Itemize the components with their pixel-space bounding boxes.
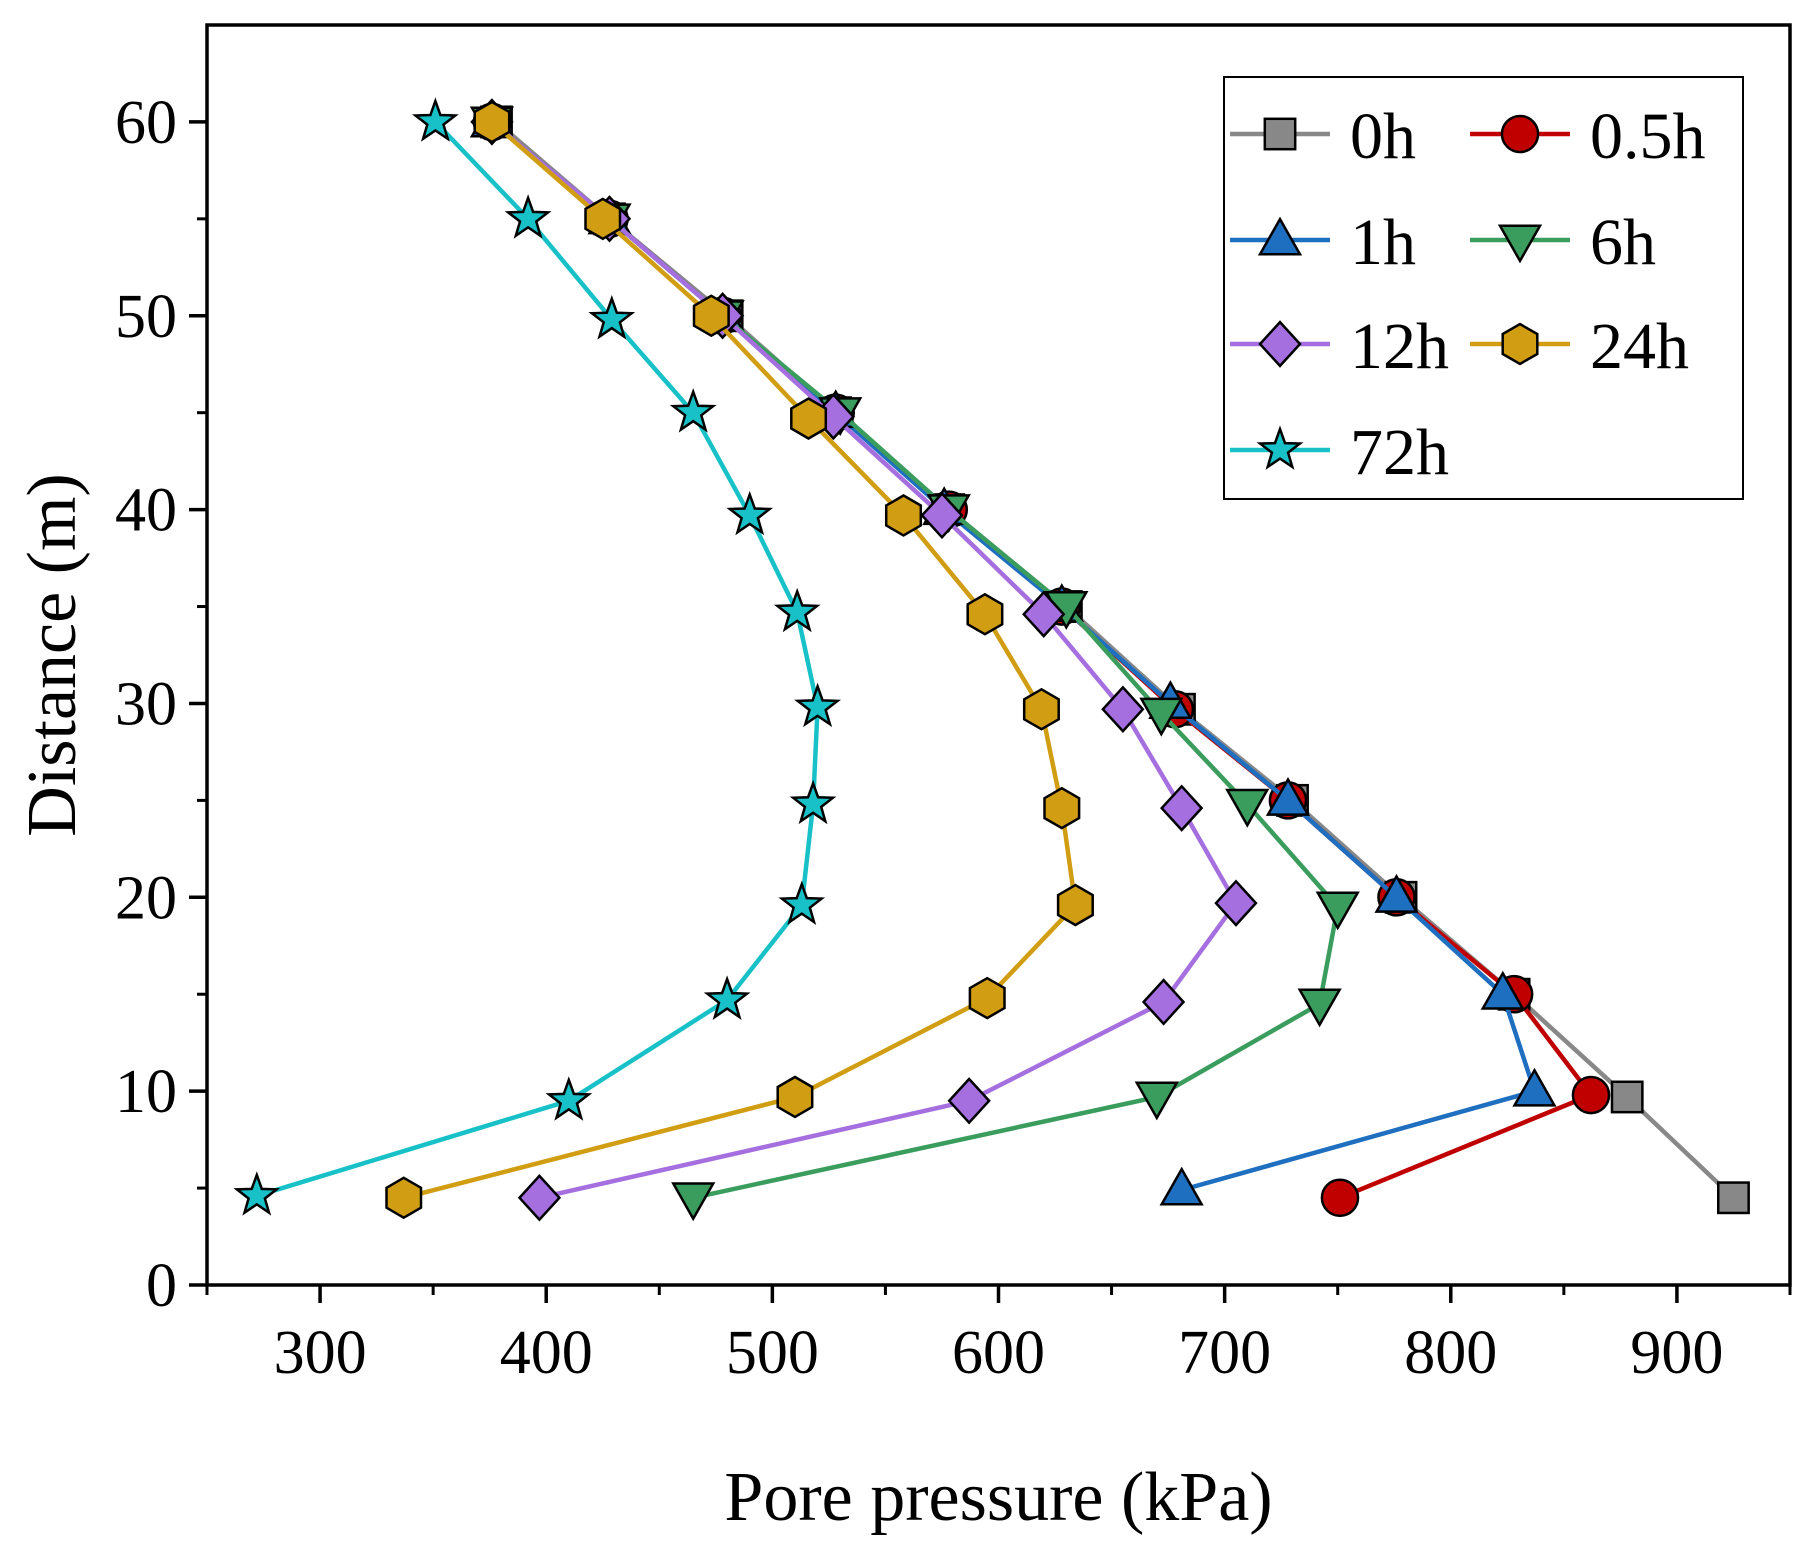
data-point-24h-9 <box>692 294 730 338</box>
data-point-24h-2 <box>968 976 1006 1020</box>
data-point-24h-10 <box>584 197 622 241</box>
data-point-24h-7 <box>884 494 923 537</box>
series-24h <box>385 100 1094 1220</box>
series-12h <box>470 98 1258 1222</box>
legend-label-0h: 0h <box>1350 100 1416 173</box>
data-point-12h-1 <box>947 1077 991 1125</box>
data-point-6h-0 <box>671 1182 716 1222</box>
data-point-24h-4 <box>1043 786 1081 830</box>
plot-frame <box>205 23 1792 1287</box>
legend-marker-1h <box>1257 216 1303 256</box>
y-tick-label-0: 0 <box>146 1252 177 1320</box>
data-point-24h-5 <box>1022 687 1060 731</box>
data-point-72h-1 <box>545 1076 593 1121</box>
legend-marker-0h <box>1263 117 1297 151</box>
legend-label-72h: 72h <box>1350 416 1449 489</box>
data-point-6h-4 <box>1225 788 1270 828</box>
data-point-0h-1 <box>1610 1080 1644 1114</box>
y-axis-title: Distance (m) <box>14 473 91 836</box>
data-point-12h-5 <box>1101 685 1145 733</box>
data-point-0h-0 <box>1717 1181 1750 1215</box>
legend-item-1h: 1h <box>1230 206 1416 279</box>
data-point-72h-6 <box>773 587 821 633</box>
data-point-24h-11 <box>473 100 511 144</box>
legend-item-0h: 0h <box>1230 100 1416 173</box>
series-72h <box>233 97 842 1216</box>
y-tick-label-40: 40 <box>115 477 177 545</box>
data-point-12h-4 <box>1160 784 1204 832</box>
legend-marker-0-5h <box>1500 114 1540 154</box>
legend-marker-24h <box>1501 322 1539 366</box>
legend-item-12h: 12h <box>1230 310 1449 383</box>
legend: 0h 0.5h 1h 6h 12h 24h 72h <box>1223 76 1744 500</box>
x-tick-label-300: 300 <box>274 1319 367 1387</box>
legend-marker-72h <box>1256 425 1304 470</box>
data-point-24h-1 <box>776 1075 814 1119</box>
series-line-24h <box>403 120 1078 1200</box>
data-point-72h-11 <box>411 97 459 142</box>
data-point-72h-3 <box>778 880 826 926</box>
y-tick-label-60: 60 <box>115 89 177 157</box>
data-point-12h-0 <box>517 1174 562 1222</box>
legend-label-6h: 6h <box>1590 206 1656 279</box>
legend-item-0-5h: 0.5h <box>1470 100 1706 173</box>
x-tick-label-400: 400 <box>500 1319 593 1387</box>
x-tick-label-700: 700 <box>1178 1319 1271 1387</box>
data-point-72h-9 <box>588 294 636 340</box>
data-point-1h-0 <box>1159 1166 1204 1206</box>
data-point-12h-3 <box>1214 879 1258 927</box>
x-tick-label-600: 600 <box>952 1319 1045 1387</box>
y-tick-label-20: 20 <box>115 864 177 932</box>
x-tick-label-500: 500 <box>726 1319 819 1387</box>
x-axis-title: Pore pressure (kPa) <box>724 1459 1272 1536</box>
data-point-72h-5 <box>794 682 842 728</box>
data-point-24h-6 <box>966 592 1004 636</box>
data-point-1h-2 <box>1480 970 1525 1010</box>
y-tick-label-30: 30 <box>115 670 177 738</box>
data-point-1h-1 <box>1512 1067 1557 1107</box>
legend-label-1h: 1h <box>1350 206 1416 279</box>
data-point-6h-2 <box>1297 988 1342 1028</box>
data-point-72h-4 <box>789 779 837 825</box>
data-point-6h-5 <box>1139 697 1184 737</box>
legend-item-6h: 6h <box>1470 206 1656 279</box>
data-point-24h-8 <box>790 397 828 440</box>
legend-item-24h: 24h <box>1470 310 1689 383</box>
data-point-0-5h-0 <box>1320 1178 1360 1218</box>
data-point-12h-2 <box>1141 978 1186 1026</box>
legend-marker-6h <box>1497 224 1543 264</box>
data-point-1h-4 <box>1265 776 1311 816</box>
data-point-12h-7 <box>920 491 964 540</box>
legend-label-24h: 24h <box>1590 310 1689 383</box>
data-point-12h-6 <box>1022 590 1066 638</box>
x-tick-label-900: 900 <box>1630 1319 1723 1387</box>
data-point-72h-0 <box>233 1171 281 1216</box>
data-point-72h-8 <box>669 388 717 433</box>
data-point-6h-1 <box>1134 1081 1179 1121</box>
legend-marker-12h <box>1258 320 1302 368</box>
data-point-0-5h-1 <box>1571 1075 1611 1115</box>
y-tick-label-50: 50 <box>115 283 177 351</box>
x-tick-label-800: 800 <box>1404 1319 1497 1387</box>
data-point-6h-3 <box>1315 891 1360 931</box>
data-point-24h-3 <box>1056 883 1094 927</box>
data-point-72h-2 <box>703 975 751 1021</box>
legend-label-12h: 12h <box>1350 310 1449 383</box>
legend-box <box>1223 76 1744 500</box>
y-tick-label-10: 10 <box>115 1058 177 1126</box>
legend-item-72h: 72h <box>1230 416 1449 489</box>
legend-label-0-5h: 0.5h <box>1590 100 1706 173</box>
series-line-72h <box>256 120 820 1198</box>
data-point-24h-0 <box>385 1176 423 1220</box>
data-point-1h-3 <box>1374 873 1419 913</box>
data-point-72h-7 <box>726 490 774 536</box>
data-point-72h-10 <box>504 194 552 239</box>
